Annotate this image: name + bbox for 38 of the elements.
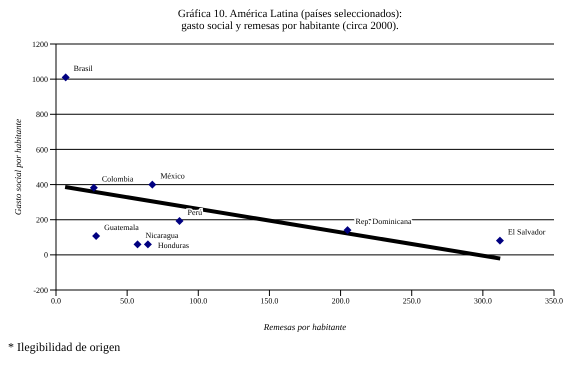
annotation: México [160, 171, 185, 180]
point [344, 226, 352, 234]
y-axis-title: Gasto social por habitante [13, 118, 24, 216]
x-tick-label: 250.0 [402, 296, 421, 306]
y-tick-label: 1000 [32, 74, 48, 84]
x-tick-label: 350.0 [545, 296, 563, 306]
point [176, 216, 184, 225]
y-tick-label: 1200 [32, 40, 48, 49]
point [134, 240, 142, 248]
y-tick-label: 0 [44, 250, 48, 260]
point [62, 73, 70, 82]
x-tick-label: 200.0 [332, 296, 350, 306]
annotation: Nicaragua [146, 231, 179, 240]
point [144, 240, 152, 248]
annotation: Guatemala [104, 222, 140, 232]
text: * Ilegibilidad de origen [8, 340, 122, 355]
x-tick-label: 50.0 [120, 296, 134, 306]
annotation: Colombia [102, 174, 134, 184]
point [92, 232, 100, 240]
annotation: El Salvador [508, 227, 546, 236]
y-tick-label: 200 [36, 216, 48, 225]
chart-title: Gráfica 10. América Latina (países seleccionados): [176, 8, 404, 20]
x-tick-label: 0.0 [51, 296, 61, 306]
annotation: Honduras [158, 241, 190, 250]
x-axis-title: Remesas por habitante [262, 322, 346, 332]
point [148, 180, 156, 189]
x-tick-label: 100.0 [189, 296, 208, 306]
chart-subtitle: gasto social y remesas por habitante (circa 2000). [180, 20, 400, 32]
annotation: Brasil [74, 64, 94, 74]
y-tick-label: -200 [33, 286, 48, 295]
x-tick-label: 150.0 [260, 296, 278, 306]
point [496, 236, 504, 245]
y-tick-label: 600 [36, 145, 48, 154]
annotation: Perú [188, 208, 202, 217]
point [90, 184, 98, 192]
y-tick-label: 400 [36, 180, 48, 190]
x-tick-label: 300.0 [474, 296, 492, 306]
y-tick-label: 800 [36, 110, 48, 120]
